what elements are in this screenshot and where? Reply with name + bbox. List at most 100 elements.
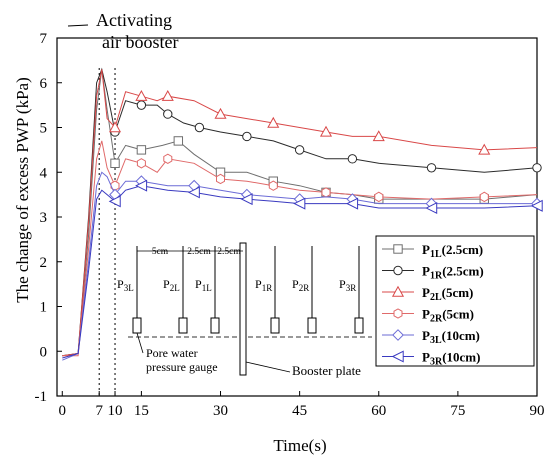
y-tick-label--1: -1 <box>35 389 48 405</box>
series-2-point <box>194 122 205 133</box>
series-3-point <box>108 121 122 133</box>
x-tick-label-30: 30 <box>213 403 228 419</box>
legend-marker-6 <box>391 350 404 363</box>
series-3-point <box>267 116 280 128</box>
legend-label-6: P3R(10cm) <box>422 350 480 368</box>
series-6-point <box>425 202 438 215</box>
legend-label-5: P3L(10cm) <box>422 328 480 346</box>
y-tick-label-2: 2 <box>40 255 48 271</box>
legend-label-4: P2R(5cm) <box>422 307 474 325</box>
series-2-point <box>242 131 252 142</box>
series-2-point <box>294 145 305 155</box>
series-3-point <box>372 130 385 142</box>
gauge-callout-text-2: pressure gauge <box>146 360 218 374</box>
x-axis-label: Time(s) <box>273 436 326 455</box>
legend-label-2: P1R(2.5cm) <box>422 264 484 282</box>
series-3-point <box>214 107 227 119</box>
legend-marker-2 <box>393 265 403 276</box>
series-4-point <box>479 191 489 203</box>
series-4-point <box>136 158 146 169</box>
series-4-point <box>374 191 384 203</box>
y-tick-label-7: 7 <box>40 31 48 47</box>
booster-plate <box>239 242 247 376</box>
series-2-point <box>532 163 542 173</box>
y-axis-label: The change of excess PWP (kPa) <box>13 77 32 303</box>
series-6-point <box>108 195 121 208</box>
dim-label-2: 2.5cm <box>187 247 211 257</box>
y-tick-label-6: 6 <box>40 76 48 92</box>
series-3-point <box>319 125 333 137</box>
series-line-2 <box>62 67 538 357</box>
x-tick-label-75: 75 <box>450 403 465 419</box>
series-6-point <box>187 186 200 199</box>
gauge-callout-line <box>136 332 144 354</box>
gauge-label-5: P2R <box>292 277 309 293</box>
series-3 <box>62 69 538 357</box>
gauge-1 <box>132 317 142 334</box>
series-4-point <box>163 153 173 164</box>
y-tick-label-1: 1 <box>40 300 48 316</box>
series-4 <box>62 140 538 357</box>
y-tick-label-5: 5 <box>40 121 48 137</box>
x-tick-label-45: 45 <box>292 403 307 419</box>
gauge-label-3: P1L <box>195 277 212 293</box>
x-tick-label-10: 10 <box>108 403 123 419</box>
series-4-point <box>268 180 278 191</box>
series-line-1 <box>62 69 538 357</box>
y-tick-label-4: 4 <box>40 165 48 181</box>
series-2-point <box>163 109 173 119</box>
gauge-label-4: P1R <box>255 277 272 293</box>
dim-label-1: 5cm <box>152 247 169 257</box>
series-3-point <box>135 89 148 101</box>
plate-callout-line <box>245 361 291 373</box>
series-6-point <box>346 197 359 210</box>
gauge-callout-text-1: Pore water <box>146 346 198 360</box>
series-6-point <box>135 179 148 192</box>
series-1-point <box>173 136 184 146</box>
annotation-line1: Activating <box>96 10 172 30</box>
series-2 <box>62 67 542 357</box>
legend-marker-3 <box>391 285 405 297</box>
series-6-point <box>240 193 253 206</box>
x-tick-label-7: 7 <box>95 403 103 419</box>
dim-label-3: 2.5cm <box>217 247 241 257</box>
series-6 <box>62 179 543 359</box>
series-6-point <box>293 197 306 210</box>
y-tick-label-0: 0 <box>40 344 48 360</box>
annotation-line2: air booster <box>102 32 178 52</box>
legend: P1L(2.5cm) P1R(2.5cm) P2L(5cm) P2R(5cm) P3L(… <box>375 235 535 368</box>
series-1-point <box>136 145 147 155</box>
legend-label-1: P1L(2.5cm) <box>422 242 483 260</box>
legend-label-3: P2L(5cm) <box>422 285 473 303</box>
series-1-point <box>110 158 120 169</box>
gauge-label-6: P3R <box>339 277 356 293</box>
inset-schematic: P3L P2L P1L P1R P2R P3R 5cm 2.5cm 2.5cm Pore wate… <box>117 242 372 378</box>
x-tick-label-90: 90 <box>530 403 545 419</box>
gauge-4 <box>270 317 280 334</box>
series-4-point <box>321 187 331 198</box>
legend-marker-5 <box>392 329 404 341</box>
series-6-point <box>530 199 543 212</box>
series-2-point <box>426 163 437 173</box>
legend-marker-4 <box>393 308 403 319</box>
series-line-4 <box>62 140 538 357</box>
legend-marker-1 <box>393 244 403 254</box>
series-3-point <box>161 89 174 101</box>
series-line-3 <box>62 69 538 357</box>
series-layer <box>62 67 543 361</box>
series-4-point <box>216 173 225 185</box>
y-tick-label-3: 3 <box>40 210 48 226</box>
gauge-3 <box>210 317 220 334</box>
gauge-5 <box>307 317 317 334</box>
x-tick-label-0: 0 <box>59 403 67 419</box>
annotation-arrow <box>67 24 89 27</box>
plate-callout-text: Booster plate <box>292 363 361 378</box>
series-2-point <box>136 100 147 110</box>
legend-box <box>375 235 535 367</box>
series-3-point <box>478 143 491 155</box>
gauge-label-1: P3L <box>117 277 134 293</box>
gauge-label-2: P2L <box>163 277 180 293</box>
x-tick-label-15: 15 <box>134 403 149 419</box>
